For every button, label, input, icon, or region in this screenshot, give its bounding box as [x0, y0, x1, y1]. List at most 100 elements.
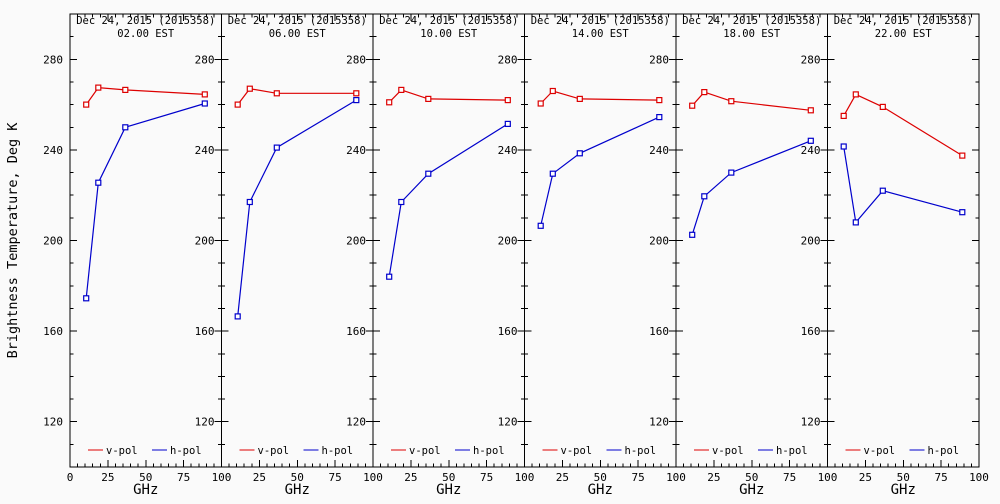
- x-tick-label: 75: [632, 471, 645, 484]
- panel-subtitle: 10.00 EST: [420, 28, 478, 40]
- h-pol-marker: [537, 222, 544, 229]
- h-pol-line: [843, 146, 963, 224]
- x-tick-label: 50: [291, 471, 304, 484]
- v-pol-marker: [840, 112, 847, 120]
- h-pol-marker: [234, 313, 241, 320]
- h-pol-marker: [728, 169, 735, 176]
- legend-v-pol-label: v-pol: [561, 445, 593, 457]
- x-tick-label: 25: [404, 471, 417, 484]
- x-tick-label: 25: [859, 471, 872, 484]
- v-pol-marker: [807, 107, 814, 114]
- panel-title: Dec 24, 2015 (2015358): [76, 15, 215, 27]
- y-tick-label: 160: [195, 325, 215, 338]
- h-pol-marker: [353, 96, 360, 104]
- panel-border: [827, 13, 980, 468]
- v-pol-marker: [879, 103, 886, 111]
- y-tick-label: 120: [498, 416, 518, 429]
- legend-v-pol-label: v-pol: [864, 445, 896, 457]
- y-tick-label: 280: [195, 53, 215, 66]
- v-pol-line: [540, 90, 660, 104]
- v-pol-marker: [122, 86, 129, 94]
- h-pol-line: [237, 99, 357, 317]
- y-tick-label: 160: [649, 325, 669, 338]
- h-pol-marker: [122, 124, 129, 131]
- y-tick-label: 200: [43, 235, 63, 248]
- v-pol-marker: [246, 85, 253, 92]
- x-tick-label: 50: [442, 471, 455, 484]
- y-tick-label: 200: [498, 235, 518, 248]
- v-pol-marker: [234, 101, 241, 108]
- v-pol-marker: [549, 87, 556, 95]
- x-tick-label: 100: [818, 471, 838, 484]
- v-pol-marker: [537, 100, 544, 107]
- v-pol-marker: [425, 95, 432, 103]
- x-axis-title: GHz: [588, 482, 613, 498]
- legend-h-pol-label: h-pol: [776, 445, 808, 457]
- y-tick-label: 240: [801, 144, 821, 157]
- panel-title: Dec 24, 2015 (2015358): [834, 15, 973, 27]
- v-pol-line: [85, 86, 205, 105]
- x-axis-title: GHz: [891, 482, 916, 498]
- legend-v-pol-label: v-pol: [712, 445, 744, 457]
- panel-title: Dec 24, 2015 (2015358): [682, 15, 821, 27]
- v-pol-marker: [273, 90, 280, 97]
- x-tick-label: 100: [666, 471, 686, 484]
- x-tick-label: 100: [515, 471, 535, 484]
- h-pol-marker: [425, 170, 432, 177]
- h-pol-marker: [701, 193, 708, 200]
- legend-v-pol-label: v-pol: [106, 445, 138, 457]
- x-tick-label: 75: [480, 471, 493, 484]
- legend-v-pol-label: v-pol: [409, 445, 441, 457]
- y-tick-label: 200: [649, 235, 669, 248]
- h-pol-line: [388, 123, 509, 277]
- y-tick-label: 240: [498, 144, 518, 157]
- x-tick-label: 50: [745, 471, 758, 484]
- h-pol-marker: [504, 120, 511, 128]
- h-pol-marker: [386, 273, 393, 280]
- panel-subtitle: 02.00 EST: [117, 28, 175, 40]
- x-tick-label: 75: [329, 471, 342, 484]
- x-tick-label: 50: [139, 471, 152, 484]
- h-pol-marker: [246, 198, 253, 206]
- x-axis-title: GHz: [436, 482, 461, 498]
- h-pol-marker: [273, 144, 280, 151]
- h-pol-marker: [807, 137, 814, 144]
- x-tick-label: 25: [253, 471, 266, 484]
- y-tick-label: 240: [346, 144, 366, 157]
- x-tick-label: 25: [556, 471, 569, 484]
- legend-h-pol-label: h-pol: [473, 445, 505, 457]
- v-pol-line: [843, 93, 963, 157]
- v-pol-marker: [728, 98, 735, 105]
- panel-title: Dec 24, 2015 (2015358): [379, 15, 518, 27]
- y-tick-label: 160: [801, 325, 821, 338]
- v-pol-marker: [353, 90, 360, 97]
- y-tick-label: 280: [649, 53, 669, 66]
- y-tick-label: 200: [346, 235, 366, 248]
- x-tick-label: 25: [101, 471, 114, 484]
- h-pol-marker: [201, 100, 208, 107]
- x-axis-title: GHz: [739, 482, 764, 498]
- h-pol-marker: [840, 143, 847, 150]
- h-pol-marker: [656, 113, 663, 121]
- x-tick-label: 0: [67, 471, 74, 484]
- y-tick-label: 280: [498, 53, 518, 66]
- x-tick-label: 75: [177, 471, 190, 484]
- h-pol-marker: [576, 150, 583, 157]
- y-tick-label: 280: [346, 53, 366, 66]
- v-pol-marker: [83, 101, 90, 108]
- y-tick-label: 120: [195, 416, 215, 429]
- y-tick-label: 240: [43, 144, 63, 157]
- y-tick-label: 240: [195, 144, 215, 157]
- y-tick-label: 280: [43, 53, 63, 66]
- x-tick-label: 100: [212, 471, 232, 484]
- y-tick-label: 120: [649, 416, 669, 429]
- h-pol-marker: [852, 219, 859, 226]
- legend-h-pol-label: h-pol: [322, 445, 354, 457]
- h-pol-line: [540, 116, 660, 226]
- v-pol-marker: [386, 99, 393, 106]
- h-pol-line: [691, 140, 812, 235]
- y-tick-label: 120: [346, 416, 366, 429]
- y-axis-title: Brightness Temperature, Deg K: [5, 122, 21, 359]
- legend-h-pol-label: h-pol: [170, 445, 202, 457]
